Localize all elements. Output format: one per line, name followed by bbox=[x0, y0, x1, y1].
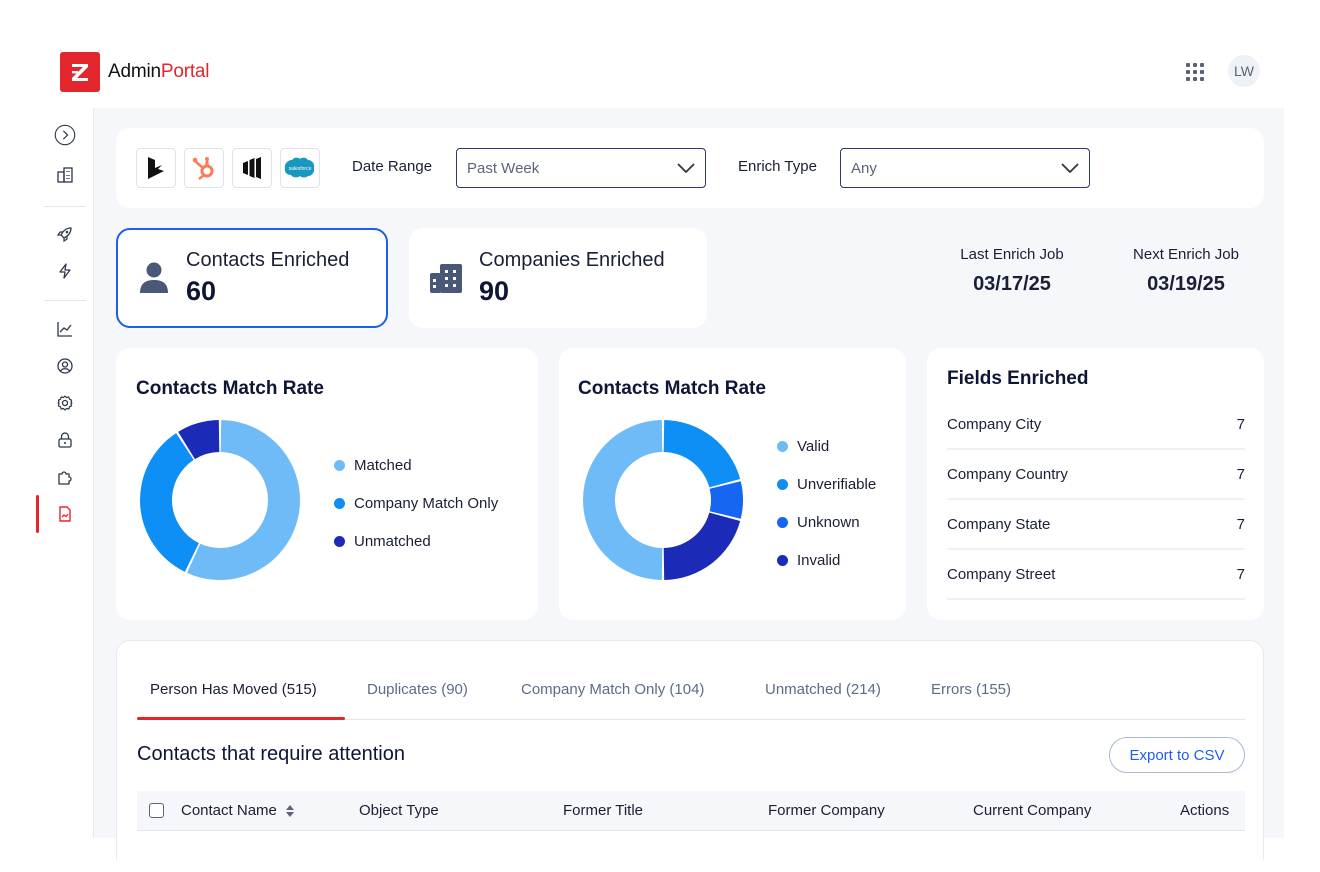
legend-item: Matched bbox=[334, 446, 498, 484]
logo-mark-icon bbox=[60, 52, 100, 92]
match-rate-donut-chart bbox=[139, 420, 300, 580]
validity-card: Contacts Match Rate Valid Unverifiable U… bbox=[559, 348, 906, 620]
validity-title: Contacts Match Rate bbox=[578, 378, 766, 399]
tab-company-match-only[interactable]: Company Match Only (104) bbox=[521, 681, 705, 698]
office-building-icon bbox=[430, 264, 462, 293]
last-enrich-job: Last Enrich Job 03/17/25 bbox=[950, 246, 1074, 296]
match-rate-card: Contacts Match Rate Matched Company Matc… bbox=[116, 348, 538, 620]
user-circle-icon[interactable] bbox=[54, 355, 76, 377]
tab-errors[interactable]: Errors (155) bbox=[931, 681, 1012, 698]
hubspot-icon[interactable] bbox=[184, 148, 224, 188]
column-object-type: Object Type bbox=[359, 802, 439, 819]
svg-text:salesforce: salesforce bbox=[289, 166, 312, 172]
app-logo[interactable]: AdminPortal bbox=[60, 52, 209, 92]
trending-chart-icon[interactable] bbox=[54, 318, 76, 340]
next-enrich-job-date: 03/19/25 bbox=[1147, 273, 1225, 295]
column-former-company: Former Company bbox=[768, 802, 885, 819]
field-row: Company Country 7 bbox=[947, 450, 1245, 500]
last-enrich-job-label: Last Enrich Job bbox=[960, 246, 1064, 263]
next-enrich-job: Next Enrich Job 03/19/25 bbox=[1122, 246, 1250, 296]
field-row: Company Street 7 bbox=[947, 550, 1245, 600]
chevron-down-icon bbox=[1061, 163, 1079, 173]
date-range-select[interactable]: Past Week bbox=[456, 148, 706, 188]
contacts-enriched-card[interactable]: Contacts Enriched 60 bbox=[116, 228, 388, 328]
legend-item: Invalid bbox=[777, 541, 876, 579]
donut-slice-matched bbox=[187, 420, 300, 580]
tab-duplicates[interactable]: Duplicates (90) bbox=[367, 681, 468, 698]
rocket-icon[interactable] bbox=[54, 223, 76, 245]
validity-legend: Valid Unverifiable Unknown Invalid bbox=[777, 427, 876, 579]
column-actions: Actions bbox=[1180, 802, 1230, 819]
fields-enriched-title: Fields Enriched bbox=[947, 368, 1089, 389]
contacts-enriched-title: Contacts Enriched bbox=[186, 249, 350, 271]
last-enrich-job-date: 03/17/25 bbox=[973, 273, 1051, 295]
donut-slice-invalid bbox=[583, 420, 663, 580]
donut-slice-company-match-only bbox=[139, 433, 199, 572]
active-tab-underline bbox=[137, 717, 345, 720]
companies-enriched-value: 90 bbox=[479, 276, 510, 306]
sort-icon[interactable] bbox=[285, 804, 295, 818]
fields-enriched-card: Fields Enriched Company City 7 Company Co… bbox=[927, 348, 1264, 620]
enrich-type-value: Any bbox=[851, 159, 877, 177]
column-contact-name[interactable]: Contact Name bbox=[181, 802, 295, 819]
table-header: Contact Name Object Type Former Title Fo… bbox=[137, 791, 1245, 831]
file-chart-icon[interactable] bbox=[54, 503, 76, 525]
attention-title: Contacts that require attention bbox=[137, 743, 405, 765]
column-former-title: Former Title bbox=[563, 802, 644, 819]
date-range-value: Past Week bbox=[467, 159, 540, 177]
next-enrich-job-label: Next Enrich Job bbox=[1133, 246, 1239, 263]
legend-item: Unmatched bbox=[334, 522, 498, 560]
contacts-enriched-value: 60 bbox=[186, 276, 217, 306]
user-avatar[interactable]: LW bbox=[1228, 55, 1260, 87]
match-rate-title: Contacts Match Rate bbox=[136, 378, 324, 399]
legend-item: Unverifiable bbox=[777, 465, 876, 503]
app-name: AdminPortal bbox=[108, 61, 210, 82]
field-row: Company City 7 bbox=[947, 400, 1245, 450]
lightning-icon[interactable] bbox=[54, 260, 76, 282]
legend-item: Valid bbox=[777, 427, 876, 465]
donut-slice-valid bbox=[663, 420, 741, 488]
export-csv-button[interactable]: Export to CSV bbox=[1109, 737, 1245, 773]
attention-tabs: Person Has Moved (515) Duplicates (90) C… bbox=[137, 669, 1245, 720]
validity-donut-chart bbox=[583, 420, 743, 580]
lock-icon[interactable] bbox=[54, 429, 76, 451]
date-range-label: Date Range bbox=[352, 158, 433, 175]
salesforce-icon[interactable]: salesforce bbox=[280, 148, 320, 188]
person-icon bbox=[140, 262, 168, 293]
tab-person-has-moved[interactable]: Person Has Moved (515) bbox=[150, 681, 317, 698]
companies-enriched-title: Companies Enriched bbox=[479, 249, 665, 271]
filter-bar: salesforce Date Range Past Week Enrich T… bbox=[116, 128, 1264, 208]
expand-sidebar-icon[interactable] bbox=[54, 124, 76, 146]
attention-panel: Person Has Moved (515) Duplicates (90) C… bbox=[116, 640, 1264, 860]
sidebar bbox=[36, 108, 94, 838]
puzzle-icon[interactable] bbox=[54, 466, 76, 488]
match-rate-legend: Matched Company Match Only Unmatched bbox=[334, 446, 498, 560]
apps-grid-icon[interactable] bbox=[1183, 61, 1205, 83]
column-current-company: Current Company bbox=[973, 802, 1092, 819]
donut-slice-unverifiable bbox=[709, 481, 743, 519]
chevron-down-icon bbox=[677, 163, 695, 173]
main-content: salesforce Date Range Past Week Enrich T… bbox=[94, 108, 1284, 860]
field-row: Company State 7 bbox=[947, 500, 1245, 550]
tab-unmatched[interactable]: Unmatched (214) bbox=[765, 681, 881, 698]
donut-slice-unknown bbox=[663, 512, 741, 580]
enrich-type-label: Enrich Type bbox=[738, 158, 817, 175]
legend-item: Company Match Only bbox=[334, 484, 498, 522]
companies-enriched-card[interactable]: Companies Enriched 90 bbox=[409, 228, 707, 328]
donut-slice-unmatched bbox=[178, 420, 220, 460]
select-all-checkbox[interactable] bbox=[149, 803, 164, 818]
marketo-icon[interactable] bbox=[232, 148, 272, 188]
gear-icon[interactable] bbox=[54, 392, 76, 414]
sidebar-active-indicator bbox=[36, 495, 39, 533]
legend-item: Unknown bbox=[777, 503, 876, 541]
building-icon[interactable] bbox=[54, 164, 76, 186]
enrich-type-select[interactable]: Any bbox=[840, 148, 1090, 188]
dynamics-icon[interactable] bbox=[136, 148, 176, 188]
